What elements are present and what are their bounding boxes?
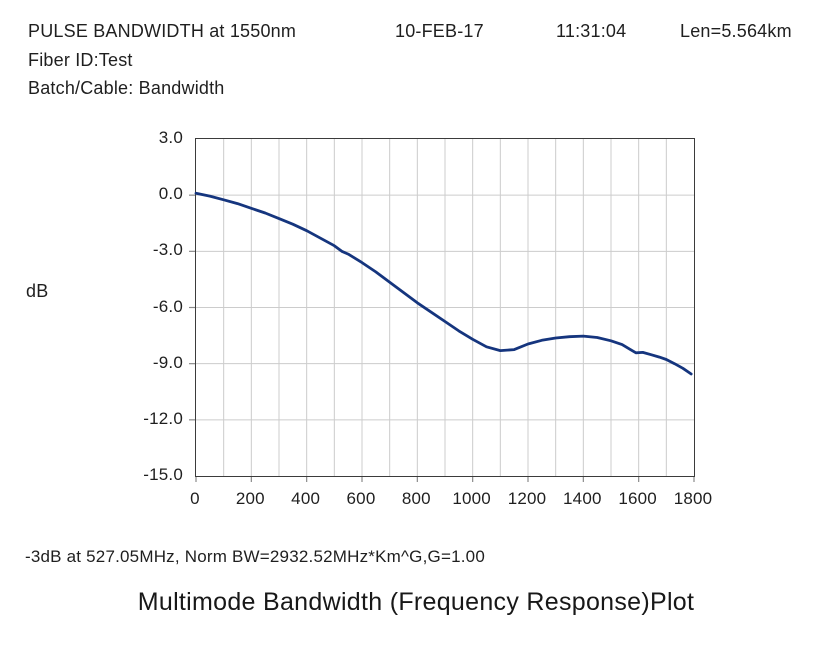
batch-cable-id: Batch/Cable: Bandwidth (28, 78, 225, 98)
fiber-id: Fiber ID:Test (28, 50, 133, 70)
x-tick-label: 800 (401, 489, 431, 508)
x-tick-label: 400 (291, 489, 321, 508)
y-axis-tick-labels: 3.0 0.0 -3.0 -6.0 -9.0 -12.0 -15.0 (0, 128, 183, 484)
report-time: 11:31:04 (556, 21, 627, 41)
y-tick-label: -3.0 (152, 240, 183, 260)
chart-caption: Multimode Bandwidth (Frequency Response)… (137, 588, 695, 616)
frequency-response-curve (194, 191, 693, 376)
fiber-length: Len=5.564km (680, 21, 792, 41)
x-tick-label: 1800 (673, 489, 713, 508)
x-tick-label: 1200 (507, 489, 547, 508)
y-tick-label: -12.0 (143, 408, 183, 428)
report-date: 10-FEB-17 (395, 21, 484, 41)
x-tick-label: 1600 (618, 489, 657, 508)
y-tick-label: 0.0 (158, 184, 183, 204)
bandwidth-stats-line: -3dB at 527.05MHz, Norm BW=2932.52MHz*Km… (25, 547, 485, 566)
y-tick-label: 3.0 (158, 128, 183, 147)
y-axis-unit-label: dB (26, 281, 49, 301)
x-tick-label: 600 (346, 489, 376, 508)
bandwidth-plot-area (189, 138, 695, 482)
x-tick-label: 0 (190, 489, 200, 508)
frequency-response-plot (189, 139, 695, 482)
y-tick-label: -15.0 (143, 465, 183, 484)
report-title: PULSE BANDWIDTH at 1550nm (28, 21, 297, 41)
x-axis-tick-labels: 0 200 400 600 800 1000 1200 1400 1600 1800 (190, 488, 712, 512)
x-tick-label: 1000 (452, 489, 491, 508)
y-tick-label: -9.0 (152, 352, 183, 372)
x-tick-label: 1400 (563, 489, 602, 508)
x-tick-label: 200 (235, 489, 265, 508)
y-tick-label: -6.0 (152, 296, 183, 316)
